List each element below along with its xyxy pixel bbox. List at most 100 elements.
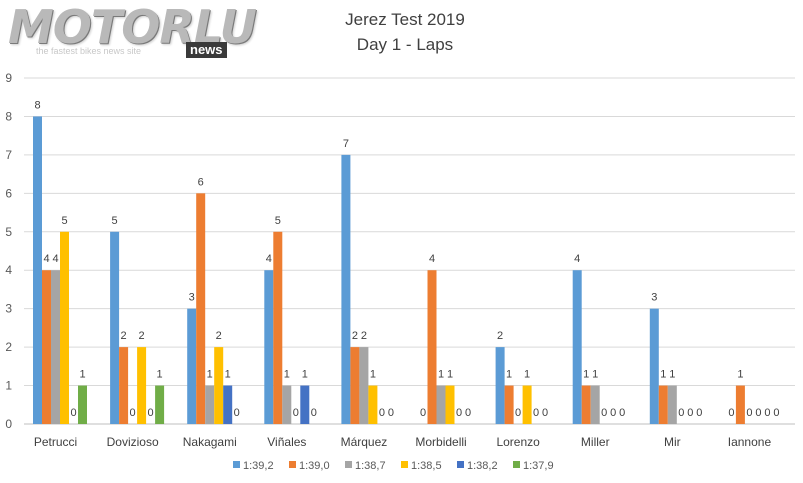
bar [196, 193, 206, 424]
data-label: 1 [79, 369, 85, 381]
data-label: 1 [592, 369, 598, 381]
data-label: 7 [343, 138, 349, 150]
data-label: 0 [311, 407, 317, 419]
data-label: 2 [352, 330, 358, 342]
bar [581, 385, 591, 424]
data-label: 0 [678, 407, 684, 419]
y-tick-label: 6 [5, 186, 12, 200]
bar [445, 385, 455, 424]
data-label: 8 [34, 99, 40, 111]
data-label: 2 [139, 330, 145, 342]
y-tick-label: 7 [5, 148, 12, 162]
data-label: 5 [275, 215, 281, 227]
bar [33, 116, 42, 424]
bar [341, 154, 351, 424]
x-tick-label: Viñales [267, 435, 306, 449]
data-label: 0 [619, 407, 625, 419]
data-label: 0 [746, 407, 752, 419]
data-label: 1 [438, 369, 444, 381]
data-label: 5 [61, 215, 67, 227]
data-label: 1 [370, 369, 376, 381]
bar [667, 385, 677, 424]
data-label: 1 [583, 369, 589, 381]
x-tick-label: Miller [581, 435, 610, 449]
x-tick-label: Mir [664, 435, 681, 449]
legend-label: 1:38,5 [411, 460, 442, 472]
bar [110, 231, 120, 424]
legend-swatch [345, 461, 352, 468]
data-label: 0 [601, 407, 607, 419]
data-label: 4 [43, 253, 49, 265]
data-label: 0 [379, 407, 385, 419]
y-tick-label: 9 [5, 71, 12, 85]
x-tick-label: Morbidelli [415, 435, 466, 449]
data-label: 0 [148, 407, 154, 419]
data-label: 1 [524, 369, 530, 381]
data-label: 0 [388, 407, 394, 419]
legend-label: 1:37,9 [523, 460, 554, 472]
legend-label: 1:39,2 [243, 460, 274, 472]
bar [504, 385, 514, 424]
data-label: 3 [189, 292, 195, 304]
bar [119, 347, 129, 424]
legend-swatch [457, 461, 464, 468]
data-label: 6 [198, 176, 204, 188]
legend-swatch [233, 461, 240, 468]
data-label: 1 [669, 369, 675, 381]
data-label: 0 [687, 407, 693, 419]
chart-title: Jerez Test 2019 [345, 10, 465, 29]
chart-subtitle: Day 1 - Laps [356, 35, 454, 54]
logo-tagline: the fastest bikes news site [36, 46, 142, 56]
y-tick-label: 1 [5, 379, 12, 393]
legend-swatch [513, 461, 520, 468]
data-label: 1 [302, 369, 308, 381]
y-tick-label: 8 [5, 109, 12, 123]
legend-swatch [401, 461, 408, 468]
data-label: 0 [70, 407, 76, 419]
data-label: 0 [234, 407, 240, 419]
bar [60, 231, 69, 424]
x-tick-label: Nakagami [183, 435, 237, 449]
data-label: 4 [429, 253, 435, 265]
bar [78, 385, 87, 424]
bar [368, 385, 378, 424]
motorlu-logo: MOTORLU the fastest bikes news site news [8, 4, 257, 62]
data-label: 2 [361, 330, 367, 342]
bar [42, 270, 51, 424]
data-label: 0 [293, 407, 299, 419]
data-label: 0 [728, 407, 734, 419]
data-label: 5 [112, 215, 118, 227]
data-label: 1 [284, 369, 290, 381]
x-tick-label: Dovizioso [107, 435, 159, 449]
data-label: 4 [52, 253, 58, 265]
bar [436, 385, 446, 424]
bar [205, 385, 215, 424]
data-label: 1 [225, 369, 231, 381]
data-label: 2 [497, 330, 503, 342]
bar [300, 385, 310, 424]
data-label: 2 [121, 330, 127, 342]
y-tick-label: 5 [5, 225, 12, 239]
data-label: 0 [764, 407, 770, 419]
bar [223, 385, 233, 424]
bar [572, 270, 582, 424]
data-label: 0 [533, 407, 539, 419]
y-tick-label: 0 [5, 417, 12, 431]
bar [427, 270, 437, 424]
grid-layer [24, 77, 795, 425]
y-tick-label: 4 [5, 263, 12, 277]
legend-swatch [289, 461, 296, 468]
bar [495, 347, 505, 424]
data-label: 4 [266, 253, 272, 265]
bar [51, 270, 60, 424]
bar [359, 347, 369, 424]
bars-layer [33, 116, 745, 424]
data-label: 2 [216, 330, 222, 342]
data-label: 0 [542, 407, 548, 419]
data-label: 0 [755, 407, 761, 419]
data-label: 1 [207, 369, 213, 381]
data-label: 1 [660, 369, 666, 381]
